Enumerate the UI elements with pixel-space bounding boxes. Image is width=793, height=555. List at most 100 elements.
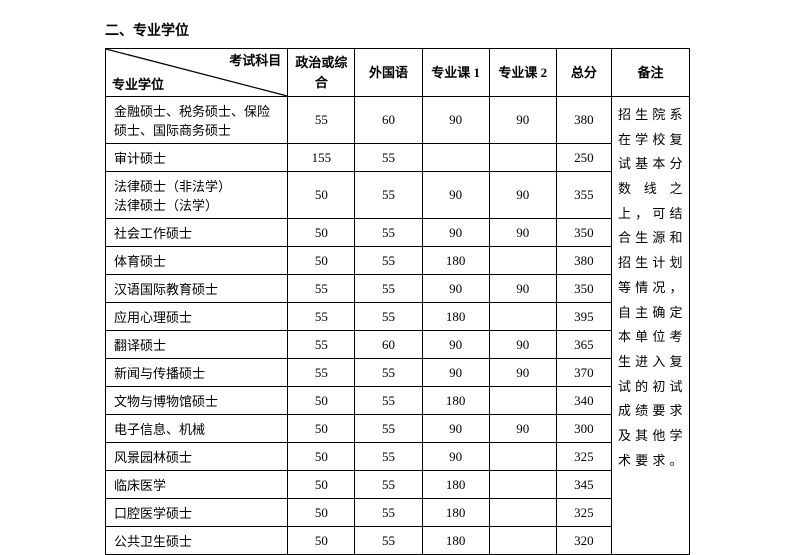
header-diagonal: 考试科目 专业学位 <box>106 49 288 97</box>
header-col2: 外国语 <box>355 49 422 97</box>
scores-table: 考试科目 专业学位 政治或综合 外国语 专业课 1 专业课 2 总分 备注 金融… <box>105 48 690 555</box>
cell-score: 395 <box>556 303 611 331</box>
cell-name: 口腔医学硕士 <box>106 499 288 527</box>
cell-score: 55 <box>288 331 355 359</box>
cell-score <box>489 527 556 555</box>
cell-score: 55 <box>355 219 422 247</box>
cell-score: 300 <box>556 415 611 443</box>
cell-score: 90 <box>489 219 556 247</box>
header-diag-bottom: 专业学位 <box>112 75 164 95</box>
header-col1: 政治或综合 <box>288 49 355 97</box>
cell-score: 90 <box>422 172 489 219</box>
header-diag-top: 考试科目 <box>229 51 281 71</box>
cell-score: 180 <box>422 527 489 555</box>
cell-name: 新闻与传播硕士 <box>106 359 288 387</box>
table-row: 风景园林硕士505590325 <box>106 443 690 471</box>
cell-score: 155 <box>288 144 355 172</box>
cell-score: 90 <box>489 172 556 219</box>
cell-note: 招生院系在学校复试基本分数线之上，可结合生源和招生计划等情况，自主确定本单位考生… <box>611 97 689 555</box>
cell-name: 审计硕士 <box>106 144 288 172</box>
header-col5: 总分 <box>556 49 611 97</box>
cell-score <box>489 387 556 415</box>
cell-score: 55 <box>288 303 355 331</box>
cell-score: 90 <box>489 97 556 144</box>
table-row: 体育硕士5055180380 <box>106 247 690 275</box>
cell-score: 350 <box>556 275 611 303</box>
cell-name: 临床医学 <box>106 471 288 499</box>
cell-name: 汉语国际教育硕士 <box>106 275 288 303</box>
cell-score: 180 <box>422 247 489 275</box>
table-row: 文物与博物馆硕士5055180340 <box>106 387 690 415</box>
cell-score: 250 <box>556 144 611 172</box>
cell-score: 60 <box>355 331 422 359</box>
cell-name: 体育硕士 <box>106 247 288 275</box>
cell-score: 50 <box>288 471 355 499</box>
cell-score: 180 <box>422 303 489 331</box>
cell-score: 55 <box>355 172 422 219</box>
table-row: 临床医学5055180345 <box>106 471 690 499</box>
cell-score <box>422 144 489 172</box>
cell-score: 55 <box>355 359 422 387</box>
cell-score: 50 <box>288 172 355 219</box>
header-col4: 专业课 2 <box>489 49 556 97</box>
cell-score: 50 <box>288 527 355 555</box>
cell-score: 50 <box>288 499 355 527</box>
cell-score <box>489 303 556 331</box>
cell-name: 金融硕士、税务硕士、保险硕士、国际商务硕士 <box>106 97 288 144</box>
cell-score: 365 <box>556 331 611 359</box>
cell-score: 55 <box>355 527 422 555</box>
cell-score: 180 <box>422 387 489 415</box>
cell-name: 公共卫生硕士 <box>106 527 288 555</box>
cell-score: 50 <box>288 219 355 247</box>
cell-score: 340 <box>556 387 611 415</box>
cell-score: 370 <box>556 359 611 387</box>
cell-name: 电子信息、机械 <box>106 415 288 443</box>
cell-score: 90 <box>422 275 489 303</box>
cell-score: 55 <box>288 275 355 303</box>
table-row: 审计硕士15555 250 <box>106 144 690 172</box>
table-row: 翻译硕士55609090365 <box>106 331 690 359</box>
cell-score: 180 <box>422 471 489 499</box>
cell-score: 380 <box>556 97 611 144</box>
table-row: 汉语国际教育硕士55559090350 <box>106 275 690 303</box>
cell-name: 应用心理硕士 <box>106 303 288 331</box>
table-row: 口腔医学硕士5055180325 <box>106 499 690 527</box>
cell-score: 90 <box>422 219 489 247</box>
cell-score: 55 <box>355 499 422 527</box>
cell-score: 90 <box>422 359 489 387</box>
cell-score: 55 <box>288 359 355 387</box>
cell-score: 345 <box>556 471 611 499</box>
cell-score: 55 <box>355 415 422 443</box>
cell-score: 90 <box>489 415 556 443</box>
cell-score <box>489 471 556 499</box>
table-row: 电子信息、机械50559090300 <box>106 415 690 443</box>
section-title: 二、专业学位 <box>105 20 793 40</box>
table-body: 金融硕士、税务硕士、保险硕士、国际商务硕士55609090380招生院系在学校复… <box>106 97 690 555</box>
cell-score: 55 <box>355 144 422 172</box>
cell-score: 50 <box>288 415 355 443</box>
cell-score <box>489 247 556 275</box>
cell-score: 55 <box>355 443 422 471</box>
table-wrapper: 考试科目 专业学位 政治或综合 外国语 专业课 1 专业课 2 总分 备注 金融… <box>105 48 690 555</box>
table-row: 新闻与传播硕士55559090370 <box>106 359 690 387</box>
header-col6: 备注 <box>611 49 689 97</box>
cell-score: 55 <box>355 387 422 415</box>
cell-score: 90 <box>489 331 556 359</box>
cell-score: 325 <box>556 499 611 527</box>
header-col3: 专业课 1 <box>422 49 489 97</box>
cell-score: 55 <box>355 275 422 303</box>
cell-score: 50 <box>288 443 355 471</box>
cell-score: 320 <box>556 527 611 555</box>
cell-score: 55 <box>355 247 422 275</box>
cell-score: 90 <box>489 359 556 387</box>
cell-score: 90 <box>489 275 556 303</box>
cell-name: 法律硕士（非法学）法律硕士（法学） <box>106 172 288 219</box>
cell-name: 翻译硕士 <box>106 331 288 359</box>
cell-score <box>489 499 556 527</box>
cell-score: 90 <box>422 331 489 359</box>
table-row: 金融硕士、税务硕士、保险硕士、国际商务硕士55609090380招生院系在学校复… <box>106 97 690 144</box>
cell-name: 社会工作硕士 <box>106 219 288 247</box>
table-row: 公共卫生硕士5055180 320 <box>106 527 690 555</box>
cell-score: 50 <box>288 387 355 415</box>
cell-score: 90 <box>422 415 489 443</box>
